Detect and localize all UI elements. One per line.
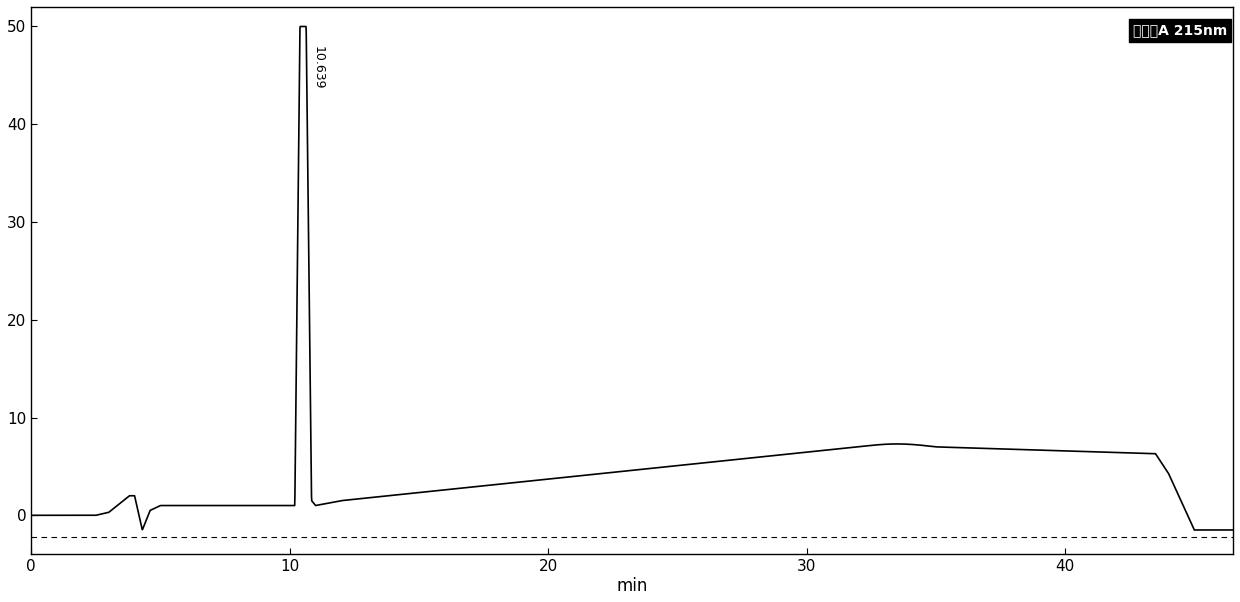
X-axis label: min: min — [616, 577, 647, 595]
Text: 检测器A 215nm: 检测器A 215nm — [1133, 23, 1228, 37]
Text: 10.639: 10.639 — [311, 46, 325, 90]
